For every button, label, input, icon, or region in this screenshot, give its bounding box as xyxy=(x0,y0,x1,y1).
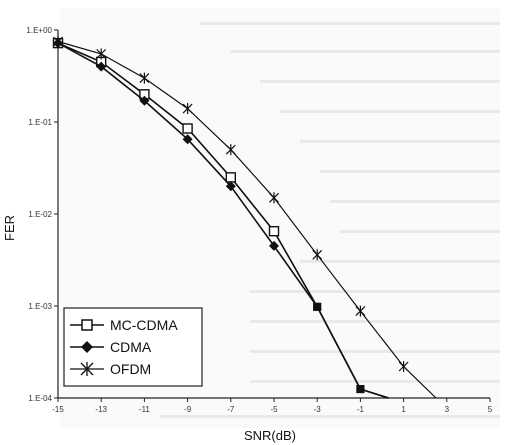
y-ticks: 1.E+00 1.E-01 1.E-02 1.E-03 1.E-04 xyxy=(26,26,58,403)
point-marker xyxy=(312,249,323,261)
x-tick-label: 3 xyxy=(445,405,450,414)
y-tick-label: 1.E+00 xyxy=(26,26,52,35)
series-line-ofdm xyxy=(57,40,437,399)
legend-entry-ofdm: OFDM xyxy=(70,361,151,377)
legend-label-cdma: CDMA xyxy=(110,339,152,355)
point-marker xyxy=(313,302,322,311)
point-marker xyxy=(53,35,63,47)
legend-square-marker xyxy=(81,319,93,331)
legend-entry-cdma: CDMA xyxy=(70,339,152,355)
y-tick-label: 1.E-02 xyxy=(28,210,52,219)
x-tick-label: -13 xyxy=(95,405,107,414)
legend-entry-mc-cdma: MC-CDMA xyxy=(70,317,178,333)
series-layer xyxy=(52,35,437,399)
x-tick-label: -9 xyxy=(184,405,192,414)
x-tick-label: 1 xyxy=(401,405,406,414)
series-cdma xyxy=(53,38,389,399)
y-tick-label: 1.E-03 xyxy=(28,302,52,311)
point-marker xyxy=(356,385,365,394)
point-marker xyxy=(225,144,236,156)
series-ofdm xyxy=(53,35,437,399)
point-marker xyxy=(269,240,279,251)
x-tick-label: -7 xyxy=(227,405,235,414)
x-tick-label: -3 xyxy=(314,405,322,414)
x-tick-label: -15 xyxy=(52,405,64,414)
x-axis-title: SNR(dB) xyxy=(244,428,296,443)
point-marker xyxy=(398,360,409,372)
x-tick-label: -5 xyxy=(270,405,278,414)
y-tick-label: 1.E-04 xyxy=(28,394,52,403)
point-marker xyxy=(96,61,107,72)
point-marker xyxy=(96,48,107,60)
point-marker xyxy=(269,192,279,204)
point-marker xyxy=(182,103,193,115)
x-tick-label: -11 xyxy=(139,405,151,414)
legend-diamond-marker xyxy=(81,341,93,353)
legend-label-ofdm: OFDM xyxy=(110,361,151,377)
x-tick-label: 5 xyxy=(488,405,493,414)
legend-label-mc-cdma: MC-CDMA xyxy=(110,317,178,333)
x-ticks: -15 -13 -11 -9 -7 -5 -3 -1 1 3 5 xyxy=(52,398,493,414)
legend-asterisk-marker xyxy=(80,362,94,376)
point-marker xyxy=(268,226,280,237)
legend: MC-CDMA CDMA OFDM xyxy=(63,307,203,387)
point-marker xyxy=(355,305,366,317)
point-marker xyxy=(182,123,193,134)
point-marker xyxy=(225,181,236,192)
y-axis-title: FER xyxy=(2,215,17,241)
point-marker xyxy=(139,72,150,84)
point-marker xyxy=(139,95,150,106)
point-marker xyxy=(225,172,237,183)
point-marker xyxy=(182,134,193,145)
y-tick-label: 1.E-01 xyxy=(28,118,52,127)
x-tick-label: -1 xyxy=(357,405,365,414)
